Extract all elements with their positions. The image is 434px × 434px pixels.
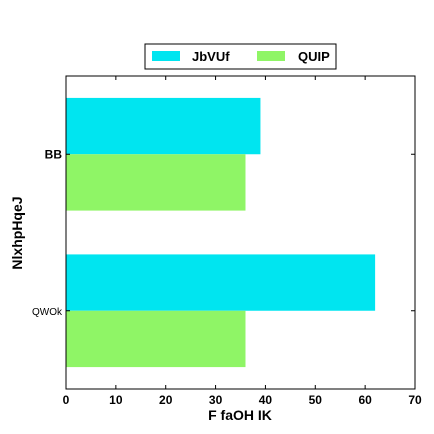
y-tick-label-BB: BB	[45, 147, 63, 161]
legend-frame	[144, 43, 337, 70]
bar-JbVUf-BB	[66, 97, 261, 155]
bars-group	[66, 97, 376, 368]
x-tick-label-70: 70	[408, 393, 422, 407]
legend-label-JbVUf: JbVUf	[192, 49, 230, 64]
x-axis-label: F faOH IK	[208, 407, 272, 423]
x-tick-label-0: 0	[63, 393, 70, 407]
bar-JbVUf-QWOk	[66, 254, 376, 311]
x-axis-ticks: 0 10 20 30 40 50 60 70	[63, 76, 422, 407]
x-tick-label-40: 40	[259, 393, 273, 407]
x-tick-label-60: 60	[358, 393, 372, 407]
legend-swatch-QUIP	[257, 51, 285, 61]
y-axis-label: NlxhpHqeJ	[9, 196, 25, 269]
plot-frame	[65, 75, 416, 390]
legend-label-QUIP: QUIP	[298, 49, 330, 64]
legend-swatch-JbVUf	[152, 51, 180, 61]
bar-QUIP-BB	[66, 154, 246, 211]
x-tick-label-10: 10	[109, 393, 123, 407]
x-tick-label-30: 30	[209, 393, 223, 407]
legend: JbVUf QUIP	[144, 43, 337, 70]
y-axis-ticks: BB QWOk	[32, 147, 415, 318]
x-tick-label-50: 50	[309, 393, 323, 407]
bar-QUIP-QWOk	[66, 310, 246, 368]
y-tick-label-QWOk: QWOk	[32, 307, 63, 318]
x-tick-label-20: 20	[159, 393, 173, 407]
